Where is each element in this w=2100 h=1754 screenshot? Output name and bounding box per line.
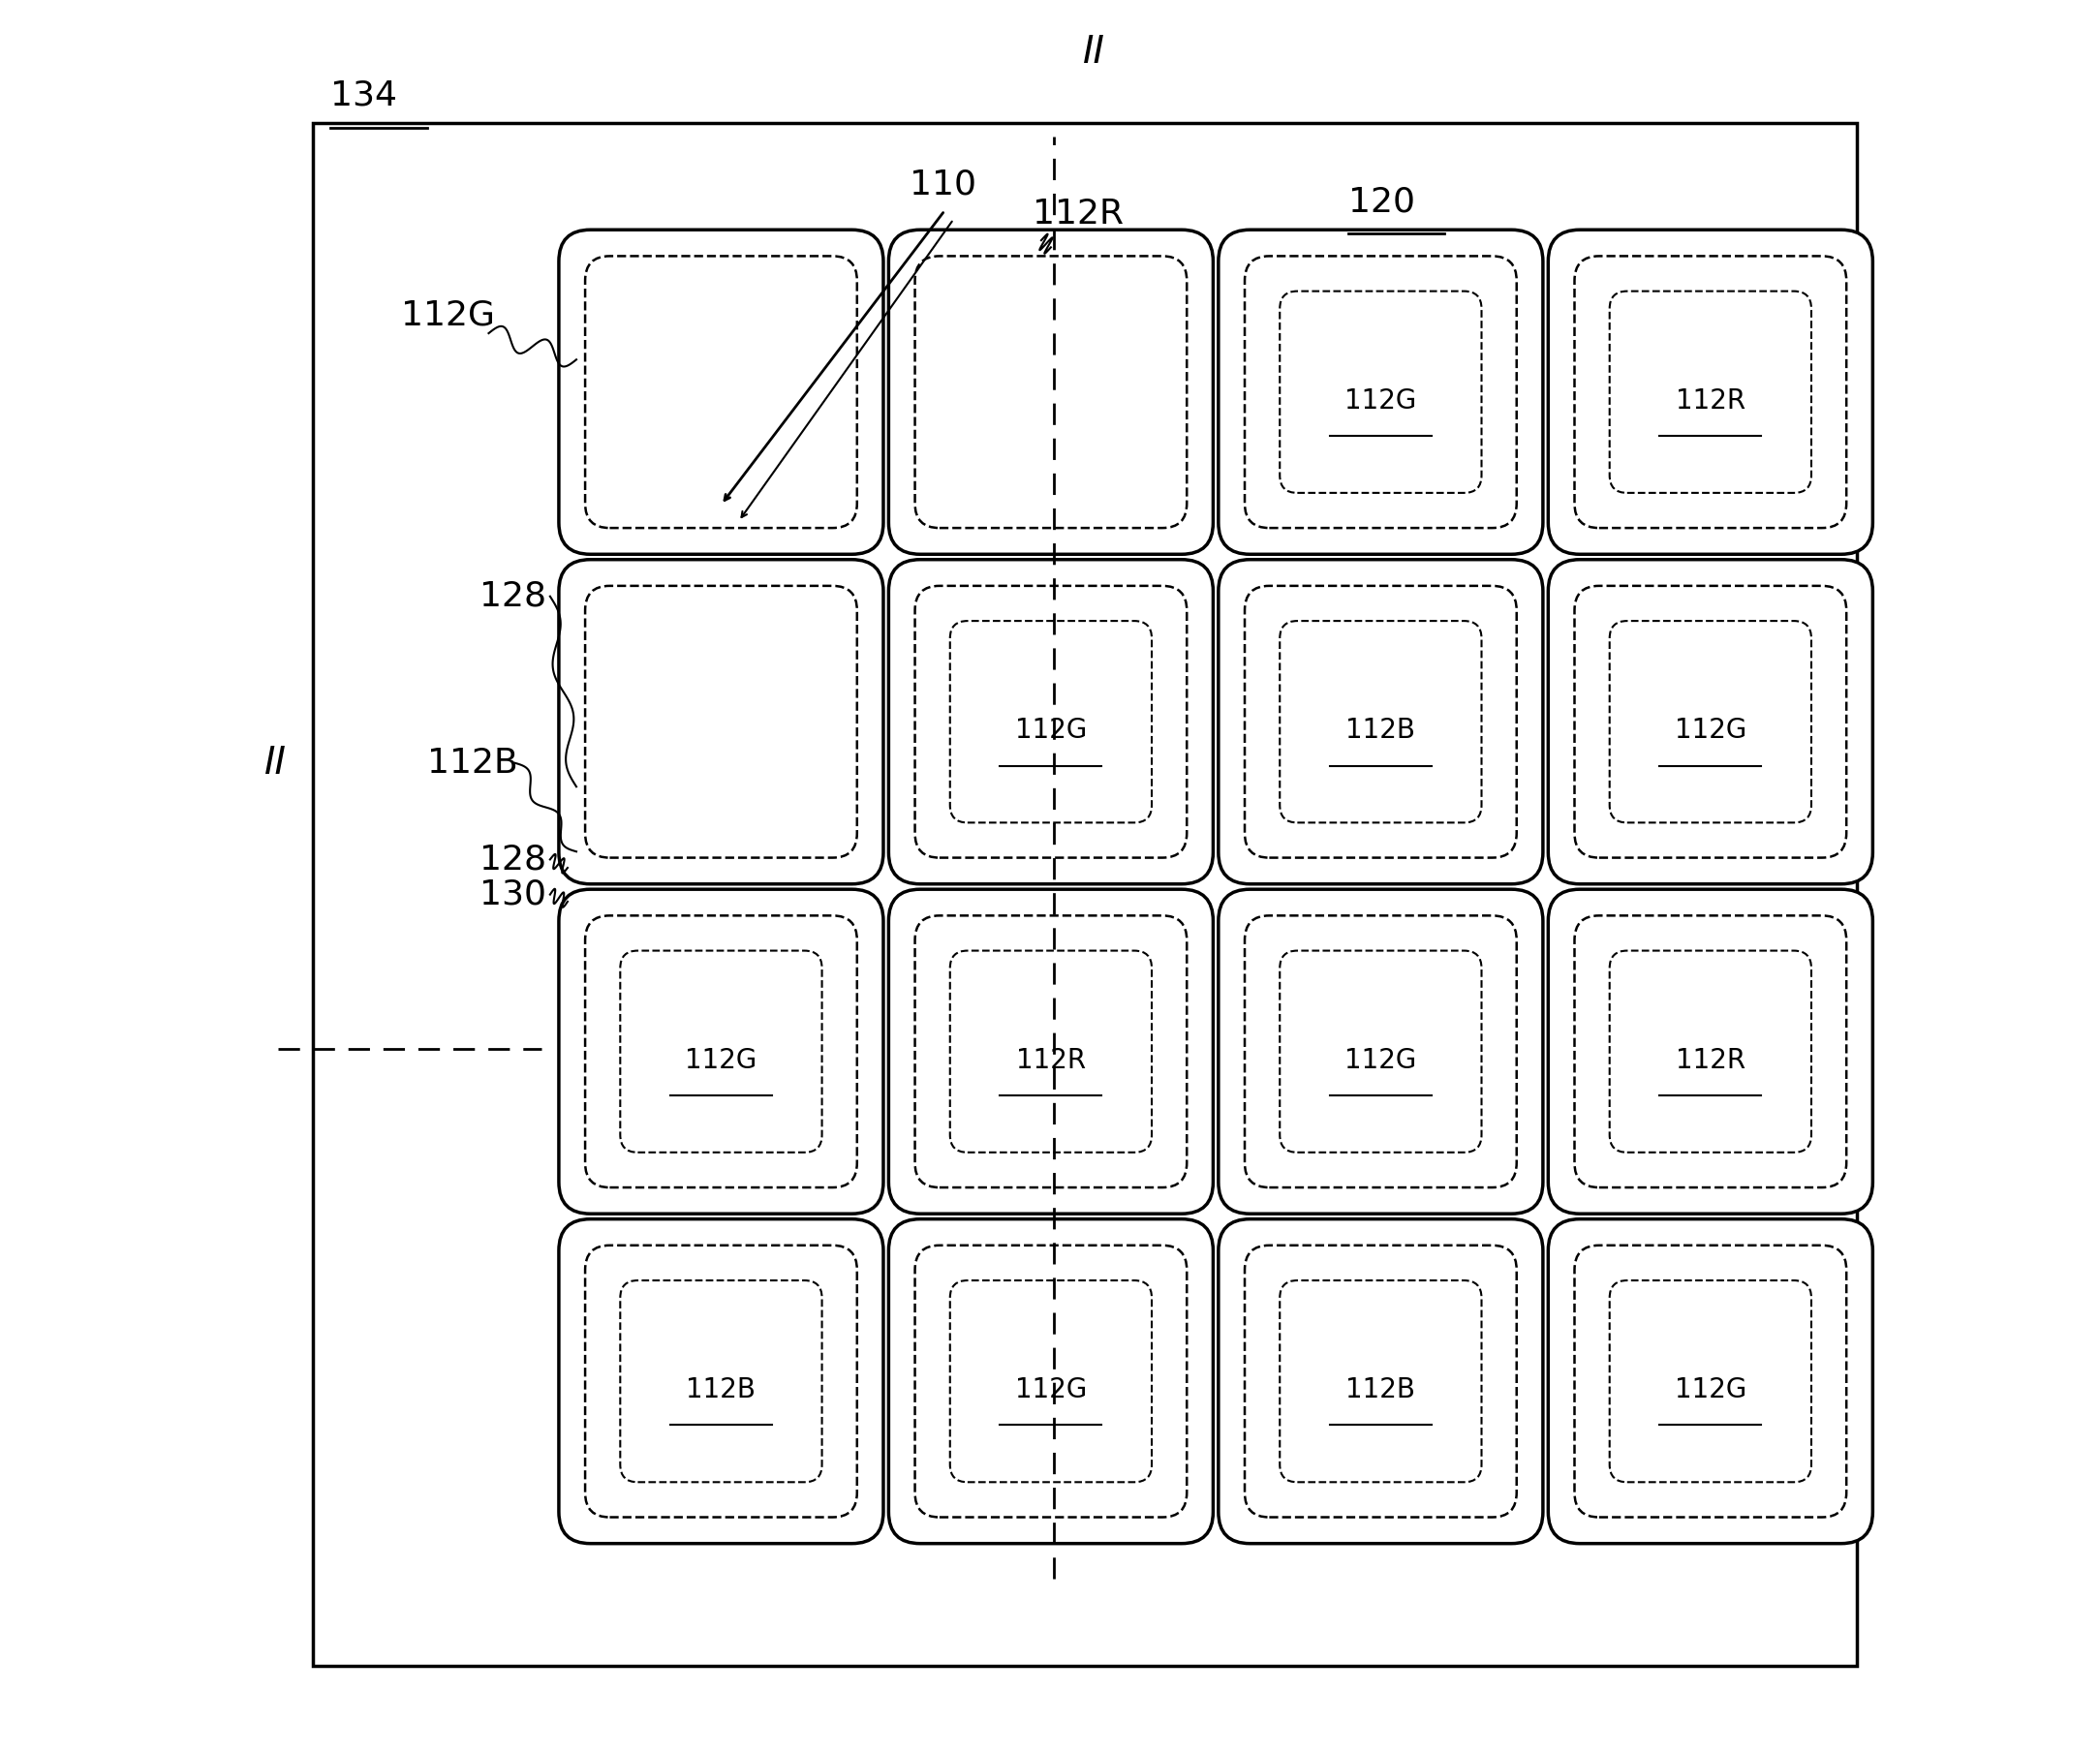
FancyBboxPatch shape — [888, 889, 1214, 1214]
Text: 128: 128 — [481, 581, 546, 612]
Text: 112R: 112R — [1033, 198, 1124, 230]
Text: 128: 128 — [481, 844, 546, 875]
FancyBboxPatch shape — [559, 1219, 884, 1544]
Text: 134: 134 — [332, 79, 397, 112]
Text: 112G: 112G — [1674, 717, 1747, 744]
FancyBboxPatch shape — [888, 560, 1214, 884]
Text: 110: 110 — [909, 168, 977, 200]
FancyBboxPatch shape — [1548, 889, 1873, 1214]
Text: 112B: 112B — [426, 747, 519, 779]
FancyBboxPatch shape — [559, 889, 884, 1214]
Text: 112G: 112G — [1014, 1377, 1088, 1403]
Text: 112R: 112R — [1676, 388, 1745, 414]
Text: 120: 120 — [1348, 186, 1415, 217]
Text: 112B: 112B — [1346, 1377, 1415, 1403]
Text: 112G: 112G — [685, 1047, 756, 1073]
FancyBboxPatch shape — [1548, 1219, 1873, 1544]
FancyBboxPatch shape — [559, 230, 884, 554]
FancyBboxPatch shape — [888, 230, 1214, 554]
Text: 112G: 112G — [1014, 717, 1088, 744]
Text: 112R: 112R — [1676, 1047, 1745, 1073]
FancyBboxPatch shape — [559, 560, 884, 884]
Text: II: II — [265, 745, 288, 781]
Text: 112G: 112G — [1344, 388, 1418, 414]
FancyBboxPatch shape — [888, 1219, 1214, 1544]
FancyBboxPatch shape — [1548, 230, 1873, 554]
Text: 112G: 112G — [1344, 1047, 1418, 1073]
Text: 130: 130 — [481, 879, 546, 910]
FancyBboxPatch shape — [313, 123, 1856, 1666]
Text: 112G: 112G — [401, 300, 496, 332]
FancyBboxPatch shape — [1218, 1219, 1544, 1544]
FancyBboxPatch shape — [1218, 230, 1544, 554]
Text: 112G: 112G — [1674, 1377, 1747, 1403]
FancyBboxPatch shape — [1218, 560, 1544, 884]
FancyBboxPatch shape — [1218, 889, 1544, 1214]
Text: II: II — [1084, 35, 1105, 70]
Text: 112B: 112B — [687, 1377, 756, 1403]
Text: 112R: 112R — [1016, 1047, 1086, 1073]
FancyBboxPatch shape — [1548, 560, 1873, 884]
Text: 112B: 112B — [1346, 717, 1415, 744]
